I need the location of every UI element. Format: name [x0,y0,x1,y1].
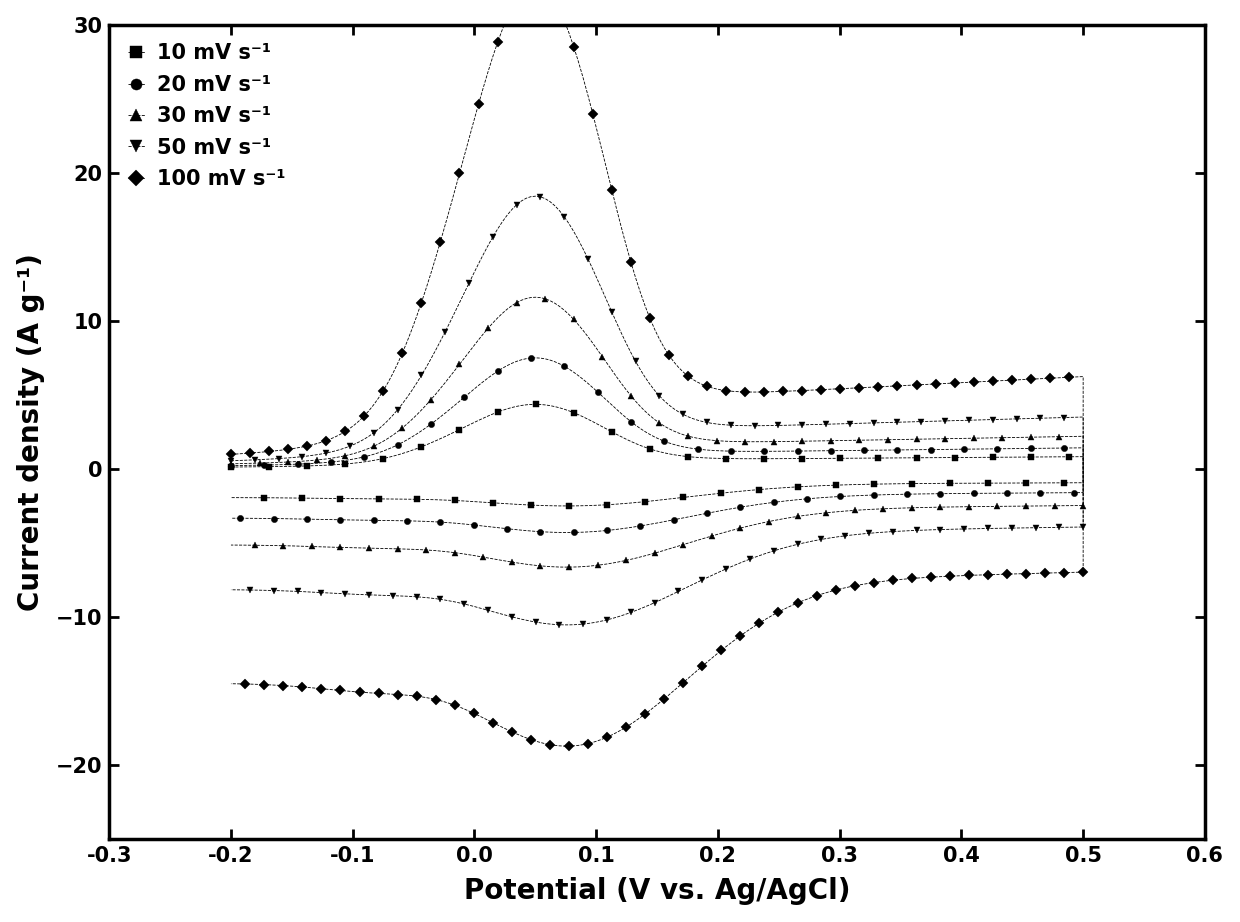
30 mV s⁻¹ [562,561,577,573]
10 mV s⁻¹ [976,452,991,463]
30 mV s⁻¹ [223,458,238,469]
Line: 30 mV s⁻¹: 30 mV s⁻¹ [227,294,1086,571]
20 mV s⁻¹ [309,514,324,525]
10 mV s⁻¹ [562,501,577,512]
30 mV s⁻¹ [433,383,448,394]
10 mV s⁻¹ [738,454,753,465]
Line: 10 mV s⁻¹: 10 mV s⁻¹ [228,401,1086,509]
100 mV s⁻¹ [823,384,838,395]
20 mV s⁻¹ [976,443,991,455]
10 mV s⁻¹ [528,399,543,410]
20 mV s⁻¹ [223,460,238,471]
50 mV s⁻¹ [562,620,577,631]
50 mV s⁻¹ [528,191,543,202]
Line: 50 mV s⁻¹: 50 mV s⁻¹ [227,193,1086,629]
30 mV s⁻¹ [823,435,838,446]
50 mV s⁻¹ [795,420,810,431]
10 mV s⁻¹ [223,462,238,473]
30 mV s⁻¹ [738,436,753,447]
100 mV s⁻¹ [738,386,753,397]
100 mV s⁻¹ [795,385,810,396]
50 mV s⁻¹ [433,336,448,347]
50 mV s⁻¹ [976,414,991,425]
20 mV s⁻¹ [795,445,810,456]
20 mV s⁻¹ [528,352,543,363]
Line: 20 mV s⁻¹: 20 mV s⁻¹ [228,355,1086,536]
10 mV s⁻¹ [823,453,838,464]
50 mV s⁻¹ [223,585,238,596]
30 mV s⁻¹ [528,291,543,302]
100 mV s⁻¹ [562,740,577,751]
100 mV s⁻¹ [223,449,238,460]
10 mV s⁻¹ [433,433,448,444]
20 mV s⁻¹ [562,527,577,538]
10 mV s⁻¹ [795,453,810,464]
50 mV s⁻¹ [309,586,324,597]
10 mV s⁻¹ [309,492,324,503]
30 mV s⁻¹ [309,541,324,552]
20 mV s⁻¹ [738,446,753,457]
Y-axis label: Current density (A g⁻¹): Current density (A g⁻¹) [16,253,45,611]
100 mV s⁻¹ [223,679,238,690]
50 mV s⁻¹ [223,455,238,467]
10 mV s⁻¹ [223,492,238,503]
X-axis label: Potential (V vs. Ag/AgCl): Potential (V vs. Ag/AgCl) [464,878,851,905]
30 mV s⁻¹ [976,432,991,443]
Line: 100 mV s⁻¹: 100 mV s⁻¹ [227,0,1086,750]
20 mV s⁻¹ [823,445,838,456]
30 mV s⁻¹ [223,539,238,550]
20 mV s⁻¹ [223,513,238,524]
100 mV s⁻¹ [976,376,991,387]
Legend: 10 mV s⁻¹, 20 mV s⁻¹, 30 mV s⁻¹, 50 mV s⁻¹, 100 mV s⁻¹: 10 mV s⁻¹, 20 mV s⁻¹, 30 mV s⁻¹, 50 mV s… [119,35,294,197]
50 mV s⁻¹ [738,420,753,431]
30 mV s⁻¹ [795,436,810,447]
20 mV s⁻¹ [433,411,448,422]
100 mV s⁻¹ [433,236,448,247]
100 mV s⁻¹ [309,682,324,693]
50 mV s⁻¹ [823,419,838,430]
